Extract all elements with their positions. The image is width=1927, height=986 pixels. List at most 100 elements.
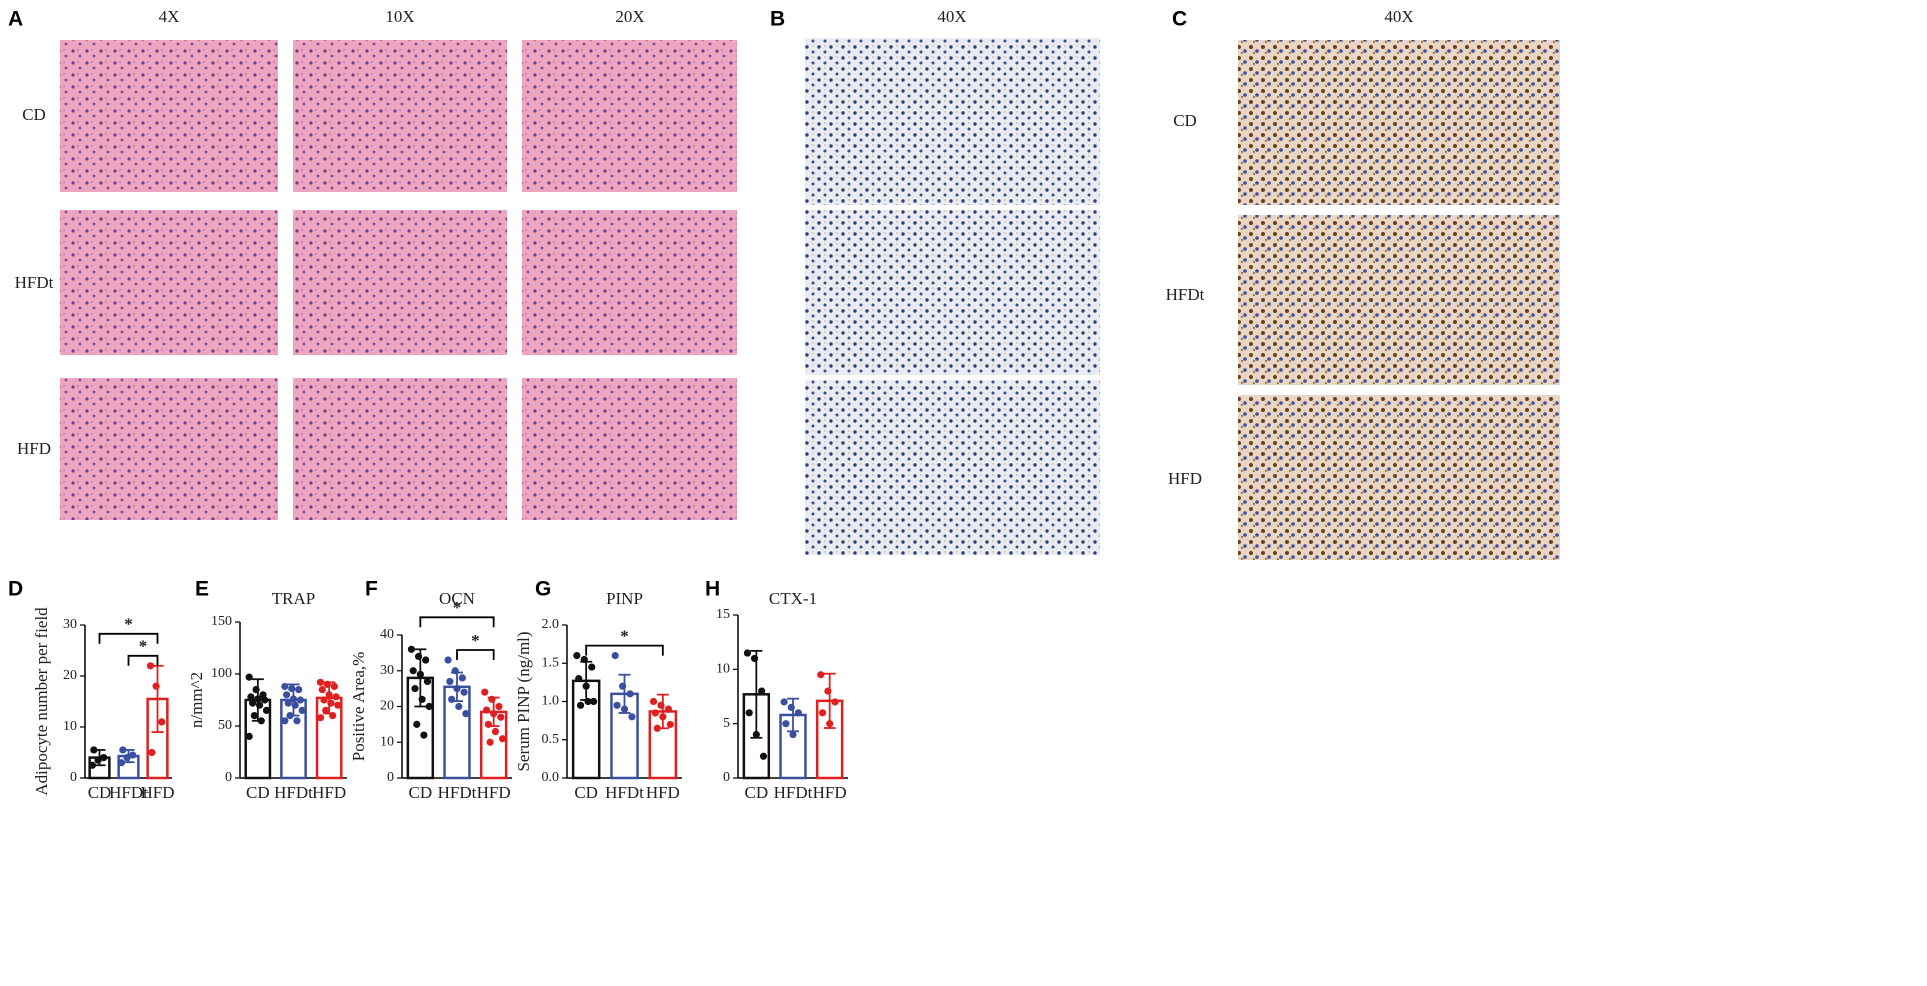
data-point: [444, 656, 452, 664]
data-point: [334, 701, 342, 709]
x-tick-label: CD: [409, 783, 433, 802]
significance-bracket: [456, 649, 495, 661]
data-point: [666, 720, 674, 729]
y-tick-label: 1.0: [542, 694, 560, 709]
data-point: [425, 702, 433, 711]
significance-label: *: [124, 615, 133, 634]
data-point: [245, 673, 253, 681]
chart-title: CTX-1: [769, 589, 817, 608]
data-point: [448, 695, 456, 703]
data-point: [117, 759, 126, 767]
data-point: [752, 730, 760, 739]
y-tick-label: 5: [723, 716, 730, 731]
micrograph: [1238, 395, 1560, 560]
data-point: [325, 691, 333, 699]
data-point: [416, 670, 424, 678]
data-point: [575, 674, 583, 683]
data-point: [759, 752, 768, 760]
data-point: [100, 754, 108, 762]
data-point: [782, 720, 790, 728]
data-point: [422, 656, 430, 664]
data-point: [453, 685, 461, 693]
x-tick-label: HFD: [312, 783, 346, 802]
data-point: [484, 720, 492, 728]
data-point: [296, 696, 305, 704]
y-axis-label: Adipocyte number per field: [32, 607, 51, 796]
y-tick-label: 0.5: [542, 732, 560, 747]
data-point: [413, 720, 421, 728]
x-tick-label: HFD: [477, 783, 511, 802]
data-point: [619, 682, 627, 690]
data-point: [332, 693, 340, 701]
y-tick-label: 2.0: [542, 617, 560, 632]
data-point: [291, 701, 299, 709]
data-point: [611, 652, 619, 660]
y-tick-label: 10: [63, 719, 77, 734]
data-point: [659, 713, 667, 721]
data-point: [316, 678, 325, 686]
data-point: [651, 709, 659, 717]
y-tick-label: 10: [380, 734, 394, 749]
micrograph: [1238, 215, 1560, 385]
data-point: [653, 724, 661, 732]
panel-label: E: [195, 578, 209, 601]
data-point: [152, 682, 160, 690]
data-point: [789, 730, 797, 739]
micrograph: [60, 40, 278, 192]
panel-label: B: [770, 8, 785, 31]
data-point: [420, 731, 428, 739]
data-point: [330, 682, 338, 691]
data-point: [411, 685, 419, 693]
significance-label: *: [620, 627, 629, 646]
y-axis-label: Positive Area,%: [349, 652, 368, 762]
panel-label: C: [1172, 8, 1187, 31]
column-label: 4X: [159, 7, 180, 26]
data-point: [582, 682, 590, 690]
data-point: [252, 686, 260, 694]
panel-label: G: [535, 578, 551, 601]
data-point: [787, 703, 795, 711]
x-tick-label: HFD: [140, 783, 174, 802]
data-point: [481, 688, 489, 696]
y-tick-label: 15: [716, 607, 730, 622]
micrograph: [805, 380, 1100, 555]
data-point: [491, 727, 500, 736]
y-tick-label: 20: [63, 668, 77, 683]
data-point: [576, 701, 585, 709]
x-tick-label: HFD: [813, 783, 847, 802]
y-tick-label: 0: [723, 770, 730, 785]
x-tick-label: HFDt: [109, 783, 148, 802]
micrograph: [293, 210, 507, 355]
micrograph: [60, 210, 278, 355]
data-point: [288, 684, 296, 693]
data-point: [129, 751, 137, 759]
data-point: [414, 652, 423, 661]
y-axis-label: Serum PINP (ng/ml): [514, 631, 533, 771]
data-point: [148, 748, 156, 757]
data-point: [282, 691, 291, 699]
data-point: [327, 699, 335, 707]
y-tick-label: 150: [211, 614, 232, 629]
data-point: [626, 690, 634, 698]
row-label: CD: [1173, 111, 1197, 130]
panel-label: H: [705, 578, 720, 601]
data-point: [158, 718, 166, 726]
data-point: [482, 706, 491, 714]
y-tick-label: 0: [70, 770, 77, 785]
data-point: [318, 686, 326, 694]
data-point: [88, 761, 97, 769]
data-point: [590, 697, 598, 706]
data-point: [289, 695, 298, 703]
data-point: [146, 662, 155, 670]
y-tick-label: 0: [225, 770, 232, 785]
micrograph: [293, 40, 507, 192]
data-point: [817, 671, 825, 679]
y-tick-label: 40: [380, 627, 394, 642]
significance-bracket: [585, 644, 664, 656]
micrograph: [1238, 40, 1560, 205]
row-label: HFDt: [15, 273, 54, 292]
data-point: [94, 756, 102, 764]
data-point: [460, 688, 468, 696]
